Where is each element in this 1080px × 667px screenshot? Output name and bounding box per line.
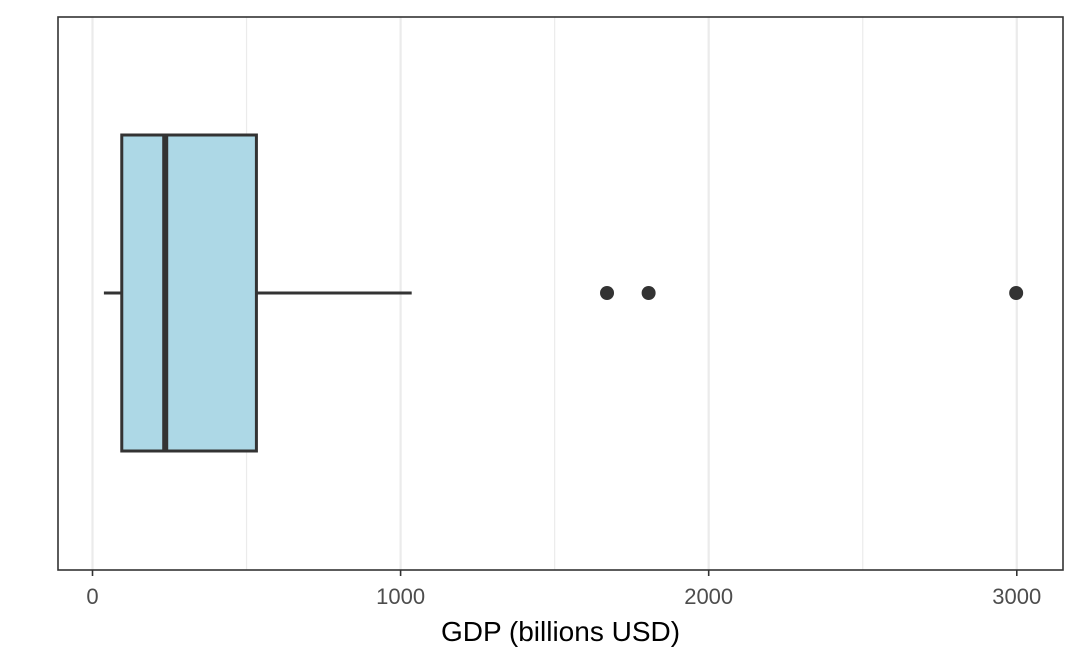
outlier-point	[1009, 286, 1024, 300]
x-axis: 0 1000 2000 3000	[86, 570, 1041, 609]
x-tick-label: 3000	[992, 584, 1041, 609]
x-axis-title: GDP (billions USD)	[441, 616, 680, 647]
outlier-point	[600, 286, 615, 300]
x-tick-label: 2000	[684, 584, 733, 609]
outlier-point	[641, 286, 656, 300]
interquartile-box	[120, 133, 258, 453]
panel-border	[57, 16, 1064, 571]
x-tick-label: 0	[86, 584, 98, 609]
x-tick-label: 1000	[376, 584, 425, 609]
boxplot	[103, 133, 1024, 453]
